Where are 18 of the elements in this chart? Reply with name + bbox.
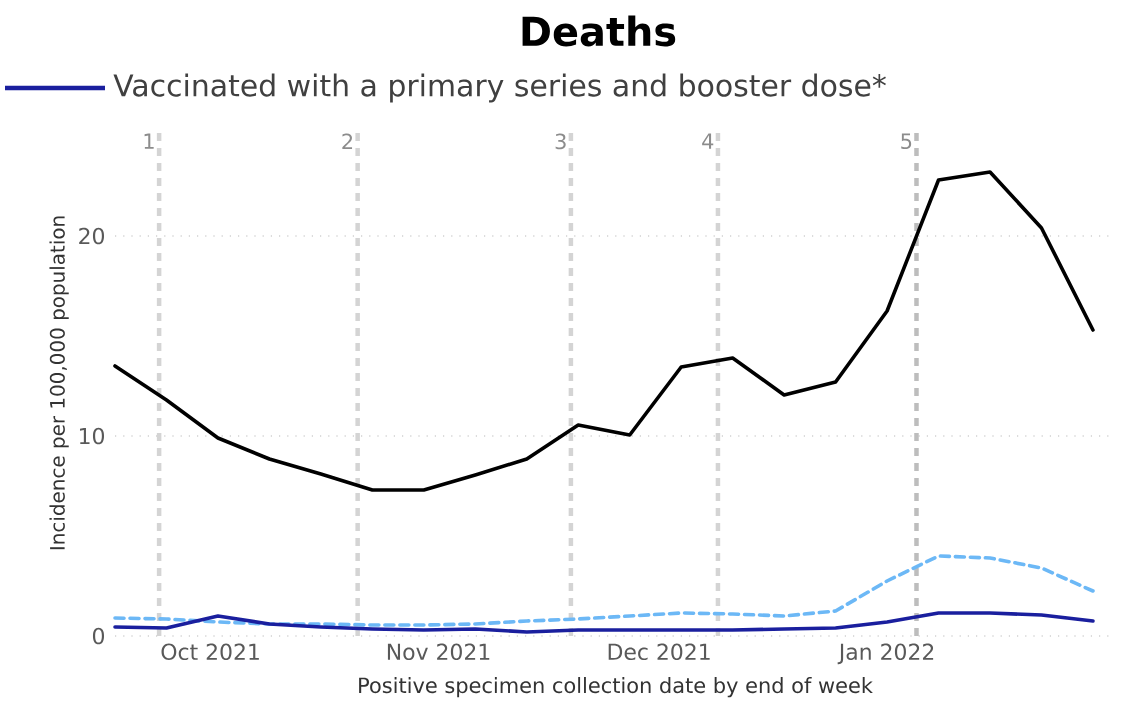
x-tick-label: Nov 2021	[387, 643, 490, 661]
y-tick-label: 20	[79, 227, 105, 245]
y-tick-label: 10	[80, 427, 105, 445]
x-tick-label: Dec 2021	[608, 643, 710, 661]
ref-line-label: 3	[555, 133, 566, 150]
chart-title: Deaths	[522, 15, 676, 47]
x-tick-label: Jan 2022	[837, 643, 934, 665]
line-series	[113, 554, 1095, 627]
x-tick-label: Oct 2021	[161, 643, 259, 661]
ref-line-label: 1	[144, 133, 154, 149]
y-tick-label: 0	[92, 627, 105, 645]
ref-line-label: 5	[901, 133, 912, 150]
ref-line-label: 2	[342, 133, 353, 150]
y-axis-title: Incidence per 100,000 population	[49, 216, 69, 550]
ref-line-label: 4	[702, 133, 714, 149]
x-axis-title: Positive specimen collection date by end of week	[359, 677, 873, 698]
legend-label: Vaccinated with a primary series and booster dose*	[113, 73, 886, 103]
line-series	[113, 170, 1095, 492]
